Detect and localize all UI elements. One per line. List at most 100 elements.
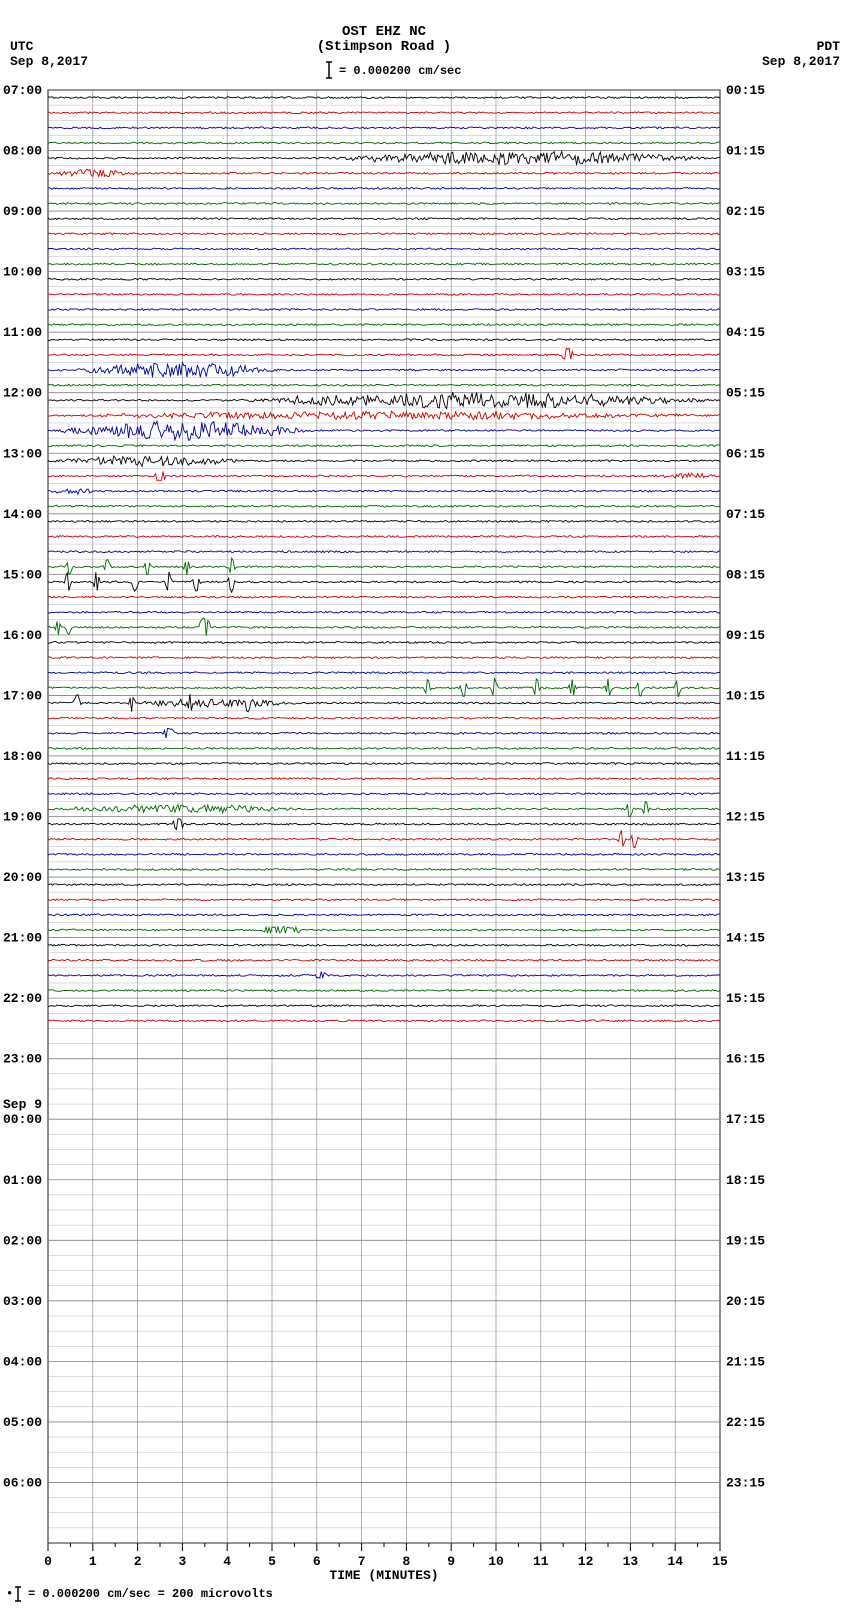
svg-text:22:15: 22:15 [726,1415,765,1430]
svg-text:10:00: 10:00 [3,265,42,280]
trace-36 [48,642,720,644]
svg-text:3: 3 [178,1554,186,1569]
trace-2 [48,127,720,129]
svg-text:07:15: 07:15 [726,507,765,522]
svg-text:23:00: 23:00 [3,1052,42,1067]
helicorder-chart: OST EHZ NC(Stimpson Road )= 0.000200 cm/… [0,0,850,1613]
svg-text:08:00: 08:00 [3,144,42,159]
trace-51 [48,869,720,871]
trace-17 [48,348,720,359]
svg-text:0: 0 [44,1554,52,1569]
left-timezone: UTC [10,39,34,54]
svg-text:11:15: 11:15 [726,749,765,764]
svg-text:03:15: 03:15 [726,265,765,280]
trace-58 [48,972,720,979]
x-axis: 0123456789101112131415TIME (MINUTES) [44,1543,728,1583]
trace-43 [48,748,720,750]
trace-26 [48,489,720,494]
trace-44 [48,763,720,765]
svg-text:15:00: 15:00 [3,567,42,582]
svg-text:04:00: 04:00 [3,1354,42,1369]
trace-33 [48,596,720,598]
trace-42 [48,728,720,738]
right-date: Sep 8,2017 [762,54,840,69]
svg-text:11: 11 [533,1554,549,1569]
svg-text:19:15: 19:15 [726,1233,765,1248]
trace-9 [48,233,720,235]
svg-text:13:00: 13:00 [3,446,42,461]
trace-47 [48,801,720,816]
trace-0 [48,97,720,99]
trace-16 [48,339,720,341]
svg-text:15: 15 [712,1554,728,1569]
svg-text:1: 1 [89,1554,97,1569]
svg-text:18:15: 18:15 [726,1173,765,1188]
svg-text:10:15: 10:15 [726,688,765,703]
trace-52 [48,884,720,886]
trace-55 [48,926,720,933]
x-axis-label: TIME (MINUTES) [329,1568,438,1583]
trace-34 [48,611,720,613]
trace-10 [48,248,720,250]
svg-text:4: 4 [223,1554,231,1569]
svg-text:11:00: 11:00 [3,325,42,340]
footer-scale: = 0.000200 cm/sec = 200 microvolts [28,1587,273,1601]
svg-text:5: 5 [268,1554,276,1569]
trace-48 [48,819,720,830]
trace-57 [48,959,720,961]
trace-32 [48,572,720,592]
svg-text:2: 2 [134,1554,142,1569]
svg-text:04:15: 04:15 [726,325,765,340]
svg-text:14: 14 [667,1554,683,1569]
svg-text:02:00: 02:00 [3,1233,42,1248]
trace-46 [48,793,720,795]
scale-label: = 0.000200 cm/sec [339,64,461,78]
trace-25 [48,472,720,481]
trace-12 [48,278,720,280]
trace-6 [48,188,720,190]
svg-text:20:15: 20:15 [726,1294,765,1309]
svg-text:09:00: 09:00 [3,204,42,219]
left-date: Sep 8,2017 [10,54,88,69]
trace-11 [48,263,720,265]
svg-text:15:15: 15:15 [726,991,765,1006]
trace-22 [48,421,720,440]
trace-29 [48,536,720,538]
trace-27 [48,505,720,507]
svg-text:Sep 9: Sep 9 [3,1097,42,1112]
svg-text:17:15: 17:15 [726,1112,765,1127]
trace-53 [48,899,720,901]
trace-19 [48,384,720,386]
trace-30 [48,551,720,553]
svg-text:23:15: 23:15 [726,1475,765,1490]
svg-text:6: 6 [313,1554,321,1569]
trace-37 [48,657,720,659]
trace-41 [48,717,720,719]
trace-24 [48,456,720,466]
trace-38 [48,672,720,674]
svg-text:05:15: 05:15 [726,386,765,401]
svg-text:12:15: 12:15 [726,810,765,825]
trace-1 [48,112,720,114]
trace-28 [48,521,720,523]
svg-text:01:00: 01:00 [3,1173,42,1188]
svg-text:14:15: 14:15 [726,931,765,946]
trace-3 [48,142,720,144]
grid [48,90,720,1543]
svg-text:8: 8 [402,1554,410,1569]
trace-7 [48,203,720,205]
svg-text:00:15: 00:15 [726,83,765,98]
svg-text:•: • [6,1587,13,1601]
station-code: OST EHZ NC [342,24,427,40]
svg-text:01:15: 01:15 [726,144,765,159]
svg-text:03:00: 03:00 [3,1294,42,1309]
svg-text:16:00: 16:00 [3,628,42,643]
trace-14 [48,309,720,311]
svg-text:07:00: 07:00 [3,83,42,98]
svg-text:06:00: 06:00 [3,1475,42,1490]
trace-60 [48,1005,720,1007]
trace-20 [48,392,720,409]
trace-31 [48,558,720,575]
svg-text:09:15: 09:15 [726,628,765,643]
svg-text:7: 7 [358,1554,366,1569]
